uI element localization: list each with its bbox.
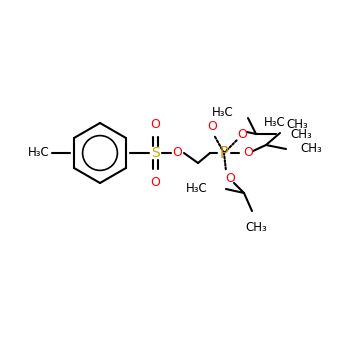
Text: H₃C: H₃C — [28, 147, 50, 160]
Text: CH₃: CH₃ — [245, 221, 267, 234]
Text: H₃C: H₃C — [264, 117, 286, 130]
Text: CH₃: CH₃ — [286, 119, 308, 132]
Text: O: O — [225, 173, 235, 186]
Text: CH₃: CH₃ — [290, 127, 312, 140]
Text: O: O — [237, 127, 247, 140]
Text: P: P — [220, 146, 228, 161]
Text: O: O — [243, 147, 253, 160]
Text: O: O — [150, 118, 160, 131]
Text: H₃C: H₃C — [212, 105, 234, 119]
Text: O: O — [150, 175, 160, 189]
Text: O: O — [172, 147, 182, 160]
Text: S: S — [150, 146, 159, 160]
Text: O: O — [207, 119, 217, 133]
Text: CH₃: CH₃ — [300, 142, 322, 155]
Text: H₃C: H₃C — [186, 182, 208, 196]
